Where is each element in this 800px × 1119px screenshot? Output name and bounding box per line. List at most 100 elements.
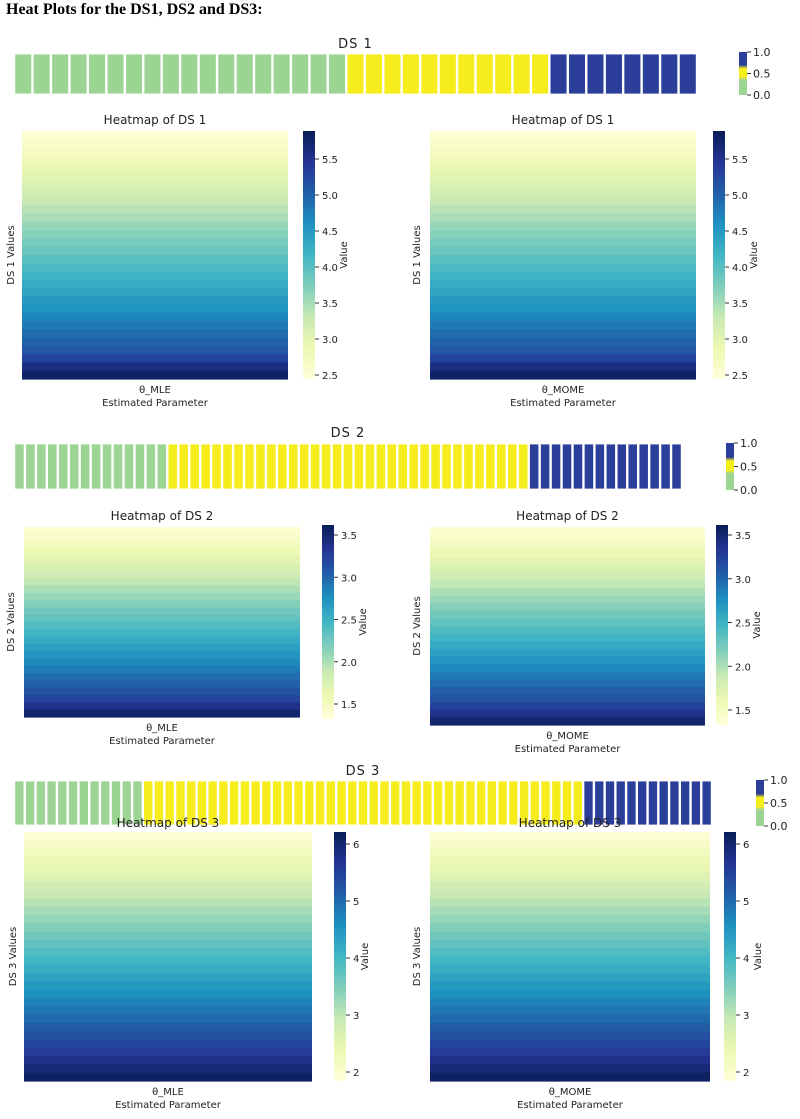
strip-cell (51, 53, 69, 95)
heatmap-row (430, 832, 710, 841)
heatmap-row (430, 989, 710, 999)
heatmap-row (24, 856, 312, 866)
strip-cell (368, 780, 379, 826)
heatmap-row (430, 1039, 710, 1049)
strip-cell (649, 443, 660, 490)
heatmap-row (430, 964, 710, 974)
heatmap-row (430, 948, 710, 958)
colorbar-tick-label: 5.0 (322, 191, 338, 202)
strip-cell (315, 780, 326, 826)
strip-cell (266, 443, 277, 490)
strip-cell (112, 443, 124, 490)
strip-cell (134, 443, 146, 490)
colorbar (303, 131, 315, 379)
strip-cell (568, 53, 586, 95)
strip-cell (660, 443, 671, 490)
strip-cell (309, 53, 328, 95)
heatmap-row (430, 164, 696, 173)
heatmap-row (430, 354, 696, 364)
heatmap-row (24, 931, 312, 941)
strip-cell (229, 780, 240, 826)
strip-colorbar-tick-label: 0.0 (753, 89, 771, 102)
strip-cell (200, 443, 211, 490)
heatmap-row (22, 362, 288, 372)
heatmap-row (24, 956, 312, 966)
strip-cell (164, 780, 175, 826)
strip-cell (143, 780, 154, 826)
strip-cell (496, 443, 507, 490)
strip-cell (328, 53, 346, 95)
strip-cell (671, 443, 682, 490)
heatmap-row (430, 641, 705, 650)
x-axis-label: Estimated Parameter (115, 1100, 222, 1111)
strip-cell (400, 780, 411, 826)
strip-cell (282, 780, 293, 826)
heatmap-row (24, 607, 300, 616)
heatmap-row (430, 931, 710, 941)
heatmap-row (24, 570, 300, 579)
heatmap-row (24, 1006, 312, 1016)
colorbar-tick-label: 3.0 (322, 335, 338, 346)
heatmap-row (24, 651, 300, 660)
heatmap-row (430, 321, 696, 330)
strip-cell (14, 780, 25, 826)
heatmap-row (430, 246, 696, 256)
heatmap-row (430, 709, 705, 718)
heatmap-row (24, 1014, 312, 1024)
strip-cell (162, 53, 180, 95)
strip-cell (304, 780, 315, 826)
heatmap-row (430, 271, 696, 281)
heatmap-row (24, 709, 300, 718)
heatmap-row (22, 164, 288, 173)
heatmap-row (22, 131, 288, 140)
y-axis-label: DS 3 Values (412, 927, 423, 986)
colorbar-tick-label: 3.5 (341, 531, 357, 542)
strip-cell (78, 780, 89, 826)
strip-cell (680, 780, 691, 826)
strip-cell (594, 780, 605, 826)
strip-cell (153, 780, 164, 826)
strip-cell (254, 53, 273, 95)
heatmap-row (430, 603, 705, 612)
heatmap-row (24, 915, 312, 924)
heatmap-row (22, 139, 288, 149)
heatmap-row (430, 595, 705, 604)
strip-cell (217, 53, 236, 95)
heatmap-row (24, 989, 312, 999)
strip-cell (58, 443, 69, 490)
strip-cell (420, 53, 439, 95)
strip-cell (452, 443, 463, 490)
heatmap-row (430, 702, 705, 711)
x-axis-label: Estimated Parameter (517, 1100, 624, 1111)
colorbar-label: Value (360, 943, 371, 970)
colorbar-tick-label: 2 (353, 1068, 359, 1079)
strip-cell (46, 780, 57, 826)
strip-cell (475, 53, 494, 95)
colorbar (716, 525, 728, 725)
heatmap-row (24, 585, 300, 594)
strip-colorbar (756, 780, 764, 826)
strip-cell (255, 443, 266, 490)
strip-cell (637, 780, 648, 826)
strip-cell (562, 780, 573, 826)
heatmap-title: Heatmap of DS 3 (117, 816, 220, 830)
strip-cell (123, 443, 135, 490)
strip-cell (207, 780, 218, 826)
heatmap-row (430, 180, 696, 190)
strip-cell (32, 53, 51, 95)
heatmap-row (430, 1022, 710, 1032)
colorbar-tick-label: 1.5 (341, 700, 357, 711)
strip-cell (358, 780, 368, 826)
heatmap-row (430, 1006, 710, 1016)
heatmap-row (430, 587, 705, 597)
strip-cell (47, 443, 58, 490)
heatmap-row (430, 848, 710, 858)
colorbar-tick-label: 4.0 (732, 263, 748, 274)
heatmap-row (24, 881, 312, 891)
strip-cell (658, 780, 669, 826)
strip-cell (106, 53, 125, 95)
heatmap-row (430, 648, 705, 658)
colorbar-tick-label: 3 (353, 1011, 359, 1022)
strip-cell (218, 780, 229, 826)
heatmap-row (22, 370, 288, 380)
